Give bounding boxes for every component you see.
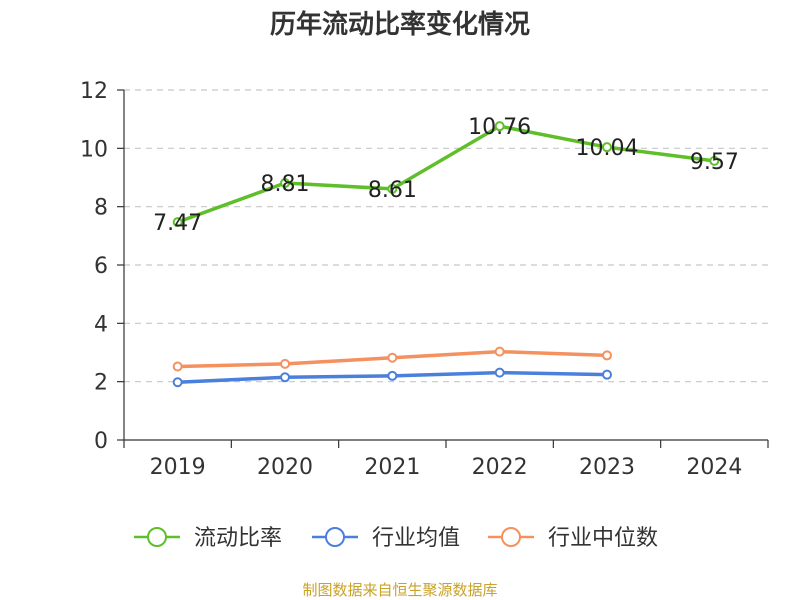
data-point xyxy=(172,361,183,372)
legend-item: 行业均值 xyxy=(312,526,460,551)
y-tick-label: 8 xyxy=(94,196,108,221)
y-tick-label: 2 xyxy=(94,371,108,396)
data-source-note: 制图数据来自恒生聚源数据库 xyxy=(302,581,498,599)
data-point xyxy=(494,121,505,132)
series-2 xyxy=(172,367,612,388)
x-tick-label: 2019 xyxy=(150,455,206,480)
data-point xyxy=(494,346,505,357)
data-point xyxy=(602,350,612,361)
data-label: 8.81 xyxy=(261,172,310,197)
legend-label: 流动比率 xyxy=(194,526,282,551)
data-point xyxy=(709,155,720,166)
series-line xyxy=(175,124,717,224)
y-tick-label: 6 xyxy=(94,254,108,279)
data-point xyxy=(387,370,398,381)
data-point xyxy=(172,377,183,388)
data-point xyxy=(494,367,505,378)
y-tick-label: 4 xyxy=(94,312,108,337)
legend-item: 流动比率 xyxy=(134,526,282,551)
legend-label: 行业均值 xyxy=(372,526,460,551)
legend-marker-icon xyxy=(501,527,521,547)
chart-title: 历年流动比率变化情况 xyxy=(269,10,530,40)
data-point xyxy=(280,372,290,383)
data-label: 8.61 xyxy=(368,178,417,203)
x-tick-label: 2023 xyxy=(579,455,635,480)
x-tick-label: 2021 xyxy=(364,455,420,480)
data-label: 10.76 xyxy=(468,115,531,140)
data-label: 10.04 xyxy=(576,136,639,161)
legend-label: 行业中位数 xyxy=(548,526,658,551)
data-point xyxy=(280,358,290,369)
legend-marker-icon xyxy=(147,527,167,547)
y-tick-label: 10 xyxy=(80,137,108,162)
data-point xyxy=(602,142,612,153)
data-label: 9.57 xyxy=(690,150,739,175)
legend-item: 行业中位数 xyxy=(488,526,658,551)
data-point xyxy=(387,183,398,194)
data-point xyxy=(280,178,290,189)
y-tick-label: 12 xyxy=(80,79,108,104)
series-3 xyxy=(172,346,612,372)
data-point xyxy=(172,217,183,228)
data-point xyxy=(602,369,612,380)
legend-marker-icon xyxy=(325,527,345,547)
x-tick-label: 2024 xyxy=(686,455,742,480)
x-tick-label: 2020 xyxy=(257,455,313,480)
y-tick-label: 0 xyxy=(94,429,108,454)
series-1: 7.47 8.81 8.61 10.76 10.04 9.57 xyxy=(153,115,739,236)
data-point xyxy=(387,352,398,363)
data-label: 7.47 xyxy=(153,211,202,236)
x-tick-label: 2022 xyxy=(472,455,528,480)
